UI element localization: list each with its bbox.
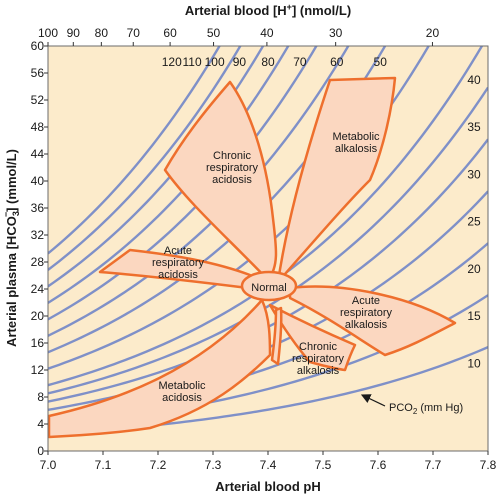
- y-tick-label-7: 28: [31, 255, 45, 269]
- region-label-1: Metabolic alkalosis: [332, 131, 380, 155]
- top-axis-title: Arterial blood [H+] (nmol/L): [185, 2, 351, 18]
- isopleth-line-14: [48, 46, 221, 255]
- region-chronic-respiratory-alkalosis-band: [270, 306, 283, 366]
- top-tick-label-4: 60: [163, 26, 177, 40]
- isopleth-line-5: [48, 86, 488, 395]
- y-tick-label-0: 0: [37, 444, 44, 458]
- isopleth-top-label-1: 110: [183, 55, 202, 69]
- isopleth-right-label-5: 15: [467, 309, 481, 323]
- isopleth-top-label-6: 60: [330, 55, 344, 69]
- x-axis-title: Arterial blood pH: [215, 479, 320, 494]
- x-tick-label-8: 7.8: [480, 458, 497, 472]
- isopleth-line-12: [48, 46, 265, 288]
- top-tick-label-0: 100: [38, 26, 58, 40]
- region-label-6: Metabolic acidosis: [158, 380, 206, 404]
- isopleth-right-label-4: 20: [467, 262, 481, 276]
- y-tick-label-5: 20: [31, 309, 45, 323]
- isopleth-top-label-4: 80: [261, 55, 275, 69]
- region-metabolic-alkalosis: [276, 76, 397, 284]
- top-tick-label-6: 40: [260, 26, 274, 40]
- isopleth-right-label-0: 40: [467, 73, 481, 87]
- isopleth-top-label-0: 120: [162, 55, 182, 69]
- region-acute-respiratory-alkalosis: [288, 285, 457, 357]
- isopleth-top-label-5: 70: [293, 55, 307, 69]
- y-axis-title: Arterial plasma [HCO3−] (mmol/L): [1, 149, 21, 347]
- y-tick-label-6: 24: [31, 282, 45, 296]
- y-tick-label-13: 52: [31, 93, 45, 107]
- x-tick-label-7: 7.7: [425, 458, 442, 472]
- isopleth-right-label-2: 30: [467, 167, 481, 181]
- top-tick-label-5: 50: [207, 26, 221, 40]
- region-metabolic-acidosis: [47, 298, 272, 439]
- top-tick-label-2: 80: [95, 26, 109, 40]
- isopleth-line-11: [48, 46, 290, 304]
- region-normal: [240, 270, 298, 302]
- top-tick-label-3: 70: [127, 26, 141, 40]
- pco2-arrow: [360, 394, 386, 407]
- isopleth-labels: 120 110 100 90 80 70 60 50 40 35 30 25 20 15 10: [162, 55, 481, 370]
- y-tick-label-10: 40: [31, 174, 45, 188]
- top-tick-label-8: 20: [426, 26, 440, 40]
- y-tick-label-8: 32: [31, 228, 45, 242]
- isopleth-right-label-3: 25: [467, 215, 481, 229]
- isopleth-right-label-6: 10: [467, 356, 481, 370]
- x-tick-label-4: 7.4: [260, 458, 277, 472]
- region-label-3: Normal: [251, 282, 286, 294]
- y-tick-label-3: 12: [31, 363, 45, 377]
- axis-ticks: 7.0 7.1 7.2 7.3 7.4 7.5 7.6 7.7 7.80481216202428…: [31, 26, 497, 472]
- y-tick-label-1: 4: [37, 417, 44, 431]
- region-label-4: Acute respiratory alkalosis: [340, 295, 392, 331]
- y-tick-label-15: 60: [31, 39, 45, 53]
- top-tick-label-1: 90: [67, 26, 81, 40]
- region-labels: Chronic respiratory acidosis Metabolic alkal…: [152, 131, 392, 404]
- region-chronic-respiratory-acidosis: [163, 80, 278, 282]
- acid-base-regions: [47, 76, 457, 439]
- pco2-label: PCO2 (mm Hg): [389, 402, 463, 416]
- y-tick-label-9: 36: [31, 201, 45, 215]
- region-label-0: Chronic respiratory acidosis: [206, 150, 258, 186]
- y-tick-label-2: 8: [37, 390, 44, 404]
- y-tick-label-14: 56: [31, 66, 45, 80]
- region-label-2: Acute respiratory acidosis: [152, 245, 204, 281]
- isopleth-right-label-1: 35: [467, 120, 481, 134]
- x-tick-label-2: 7.2: [150, 458, 167, 472]
- top-tick-label-7: 30: [329, 26, 343, 40]
- region-label-5: Chronic respiratory alkalosis: [292, 341, 344, 377]
- x-tick-label-5: 7.5: [315, 458, 332, 472]
- y-tick-label-12: 48: [31, 120, 45, 134]
- region-chronic-respiratory-alkalosis: [268, 303, 357, 372]
- x-tick-label-6: 7.6: [370, 458, 387, 472]
- y-tick-label-4: 16: [31, 336, 45, 350]
- x-tick-label-0: 7.0: [40, 458, 57, 472]
- isopleth-line-13: [48, 46, 242, 271]
- isopleth-top-label-2: 100: [205, 55, 225, 69]
- x-tick-label-3: 7.3: [205, 458, 222, 472]
- x-tick-label-1: 7.1: [95, 458, 112, 472]
- isopleth-top-label-3: 90: [233, 55, 247, 69]
- y-tick-label-11: 44: [31, 147, 45, 161]
- isopleth-line-9: [48, 46, 350, 337]
- isopleth-top-label-7: 50: [374, 55, 388, 69]
- pco2-annotation: PCO2 (mm Hg): [360, 394, 463, 416]
